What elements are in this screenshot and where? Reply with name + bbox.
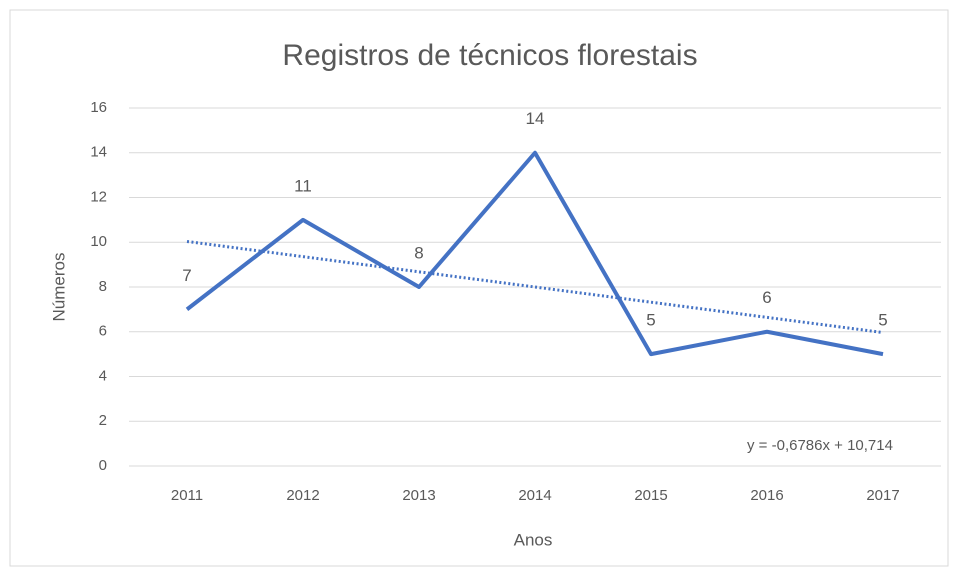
x-tick-label: 2013 [402, 487, 435, 504]
trendline-equation: y = -0,6786x + 10,714 [747, 437, 893, 454]
chart-title: Registros de técnicos florestais [282, 39, 697, 72]
data-label: 7 [182, 266, 191, 285]
data-label: 6 [762, 288, 771, 307]
x-tick-label: 2014 [518, 487, 551, 504]
y-tick-label: 12 [90, 188, 107, 205]
x-tick-label: 2016 [750, 487, 783, 504]
y-tick-label: 16 [90, 99, 107, 116]
y-tick-label: 6 [99, 323, 107, 340]
data-label: 5 [878, 311, 887, 330]
x-tick-label: 2012 [286, 487, 319, 504]
y-tick-label: 14 [90, 144, 107, 161]
y-tick-label: 8 [99, 278, 107, 295]
data-label: 5 [646, 311, 655, 330]
x-tick-label: 2011 [171, 487, 203, 504]
chart-border [9, 9, 949, 567]
data-line [185, 150, 884, 357]
data-label: 14 [526, 109, 545, 128]
x-tick-label: 2015 [634, 487, 667, 504]
x-axis-label: Anos [514, 530, 553, 549]
y-tick-label: 10 [90, 233, 107, 250]
y-tick-label: 4 [99, 367, 107, 384]
x-tick-label: 2017 [866, 487, 899, 504]
data-label: 8 [414, 243, 423, 262]
y-axis-label: Números [49, 253, 68, 322]
y-tick-label: 2 [99, 412, 107, 429]
data-label: 11 [294, 176, 312, 195]
y-tick-label: 0 [99, 457, 107, 474]
